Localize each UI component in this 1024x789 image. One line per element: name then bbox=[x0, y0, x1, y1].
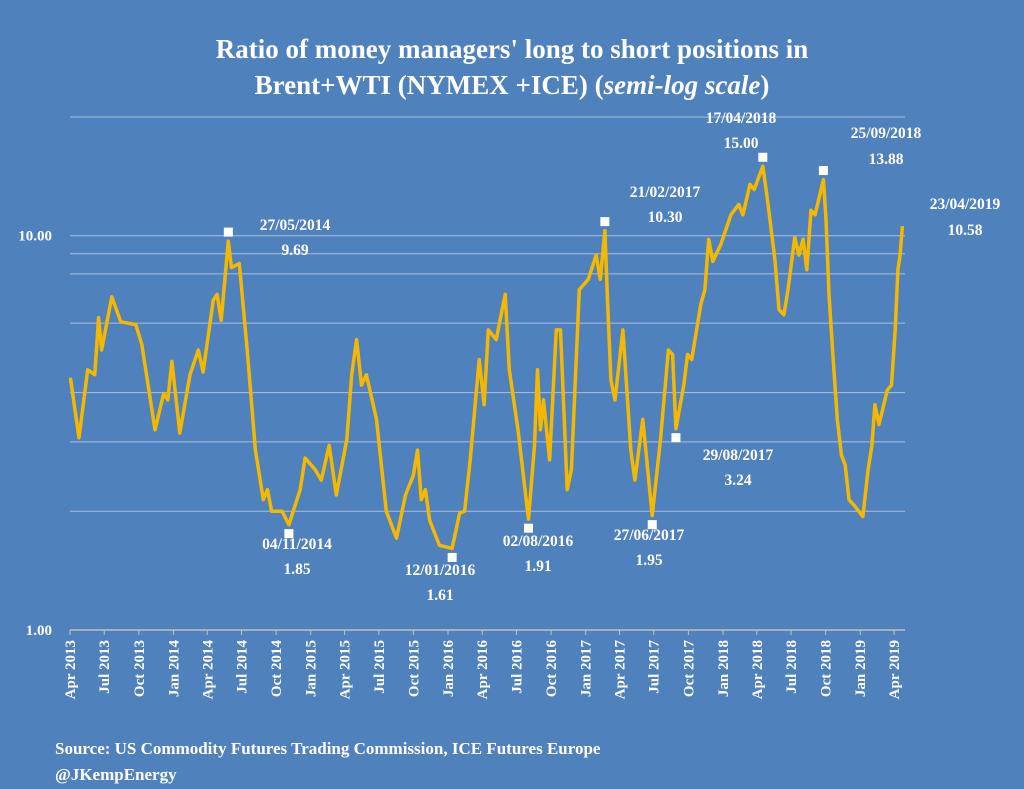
annotation-marker bbox=[647, 520, 657, 530]
x-tick-label: Jul 2013 bbox=[97, 640, 113, 694]
x-tick-label: Oct 2013 bbox=[132, 640, 148, 697]
annotation-marker bbox=[447, 552, 457, 562]
annotation-date: 27/06/2017 bbox=[614, 527, 685, 544]
annotation-date: 27/05/2014 bbox=[260, 217, 331, 234]
title-part: Brent+WTI (NYMEX +ICE) ( bbox=[255, 70, 604, 100]
x-tick-label: Apr 2017 bbox=[613, 640, 629, 700]
x-tick-label: Jan 2019 bbox=[853, 640, 869, 697]
y-tick-label: 1.00 bbox=[26, 623, 52, 639]
annotation-date: 21/02/2017 bbox=[630, 184, 701, 201]
annotation-marker bbox=[818, 166, 828, 176]
annotation-value: 10.58 bbox=[948, 222, 983, 239]
annotation-date: 17/04/2018 bbox=[706, 110, 777, 127]
annotation-date: 25/09/2018 bbox=[851, 125, 922, 142]
x-tick-label: Jul 2016 bbox=[509, 640, 525, 694]
annotation-date: 04/11/2014 bbox=[262, 536, 332, 553]
annotation-marker bbox=[523, 523, 533, 533]
annotation-value: 9.69 bbox=[281, 242, 308, 259]
x-tick-label: Jan 2014 bbox=[166, 640, 182, 698]
y-tick-label: 10.00 bbox=[18, 229, 52, 245]
x-tick-label: Jan 2015 bbox=[304, 640, 320, 697]
annotation-marker bbox=[284, 529, 294, 539]
x-tick-label: Jan 2017 bbox=[579, 640, 595, 698]
source: @JKempEnergy bbox=[55, 765, 177, 784]
x-tick-label: Oct 2016 bbox=[544, 640, 560, 698]
annotation-date: 23/04/2019 bbox=[930, 196, 1001, 213]
x-tick-label: Apr 2014 bbox=[200, 640, 216, 700]
annotation-value: 3.24 bbox=[724, 472, 751, 489]
x-tick-label: Oct 2014 bbox=[269, 640, 285, 698]
x-tick-label: Jan 2016 bbox=[441, 640, 457, 698]
annotation-value: 1.91 bbox=[524, 558, 551, 575]
annotation-value: 1.61 bbox=[426, 587, 453, 604]
x-tick-label: Jul 2014 bbox=[235, 640, 251, 694]
x-tick-label: Apr 2015 bbox=[338, 640, 354, 699]
annotation-value: 10.30 bbox=[648, 209, 683, 226]
chart-title: Brent+WTI (NYMEX +ICE) (semi-log scale) bbox=[255, 70, 770, 100]
annotation-date: 29/08/2017 bbox=[703, 447, 774, 464]
x-tick-label: Oct 2015 bbox=[406, 640, 422, 697]
line bbox=[68, 164, 905, 551]
x-tick-label: Jul 2018 bbox=[784, 640, 800, 694]
x-tick-label: Apr 2016 bbox=[475, 640, 491, 700]
x-tick-label: Apr 2019 bbox=[887, 640, 903, 699]
annotation-value: 13.88 bbox=[869, 151, 904, 168]
annotation-marker bbox=[223, 227, 233, 237]
annotation-marker bbox=[671, 433, 681, 443]
x-tick-label: Oct 2018 bbox=[819, 640, 835, 697]
annotation-value: 15.00 bbox=[724, 135, 759, 152]
x-tick-label: Apr 2018 bbox=[750, 640, 766, 699]
x-tick-label: Jul 2017 bbox=[647, 640, 663, 694]
x-tick-label: Oct 2017 bbox=[681, 640, 697, 698]
title-part: semi-log scale bbox=[603, 70, 761, 100]
x-tick-label: Apr 2013 bbox=[63, 640, 79, 699]
chart-title: Ratio of money managers' long to short p… bbox=[216, 34, 809, 64]
annotation-marker bbox=[758, 152, 768, 162]
title-part: ) bbox=[760, 70, 769, 100]
x-tick-label: Jul 2015 bbox=[372, 640, 388, 694]
annotation-marker bbox=[600, 217, 610, 227]
annotation-value: 1.85 bbox=[283, 561, 310, 578]
annotation-date: 12/01/2016 bbox=[405, 562, 476, 579]
annotation-date: 02/08/2016 bbox=[503, 533, 574, 550]
source: Source: US Commodity Futures Trading Com… bbox=[55, 739, 601, 758]
annotation-value: 1.95 bbox=[635, 552, 662, 569]
x-tick-label: Jan 2018 bbox=[716, 640, 732, 697]
